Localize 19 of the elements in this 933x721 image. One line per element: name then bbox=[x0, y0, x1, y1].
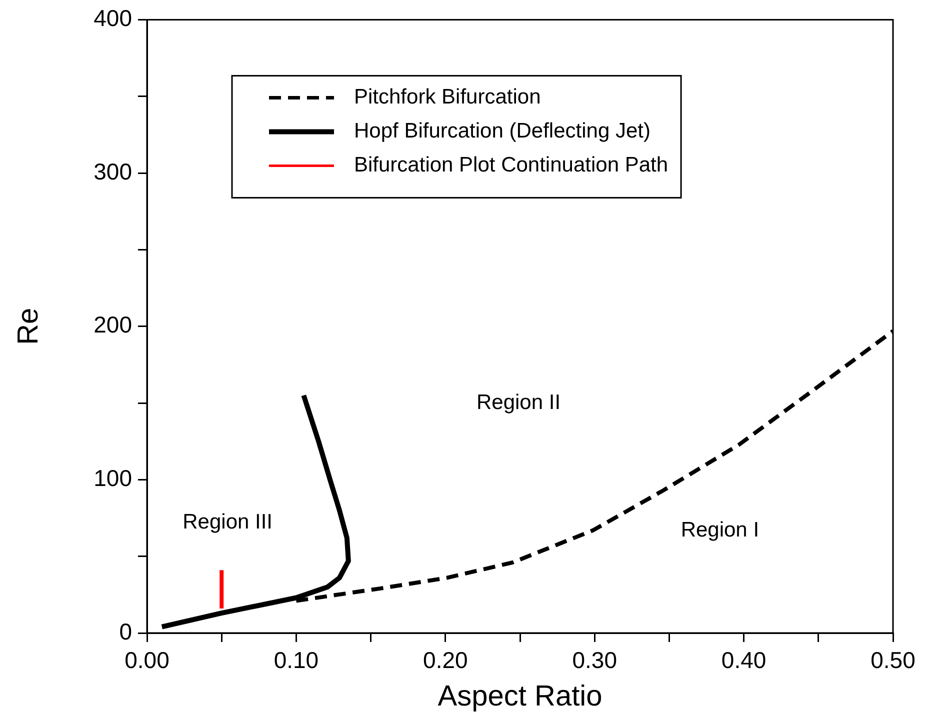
x-tick-label: 0.10 bbox=[274, 647, 319, 674]
annotation: Region II bbox=[476, 390, 561, 414]
legend-label: Bifurcation Plot Continuation Path bbox=[354, 154, 668, 177]
x-tick-label: 0.50 bbox=[870, 647, 916, 674]
annotation: Region I bbox=[680, 518, 760, 542]
y-tick-label: 0 bbox=[119, 618, 132, 644]
x-tick-label: 0.40 bbox=[721, 647, 766, 674]
x-tick-label: 0.20 bbox=[423, 647, 468, 674]
y-tick-label: 300 bbox=[94, 158, 132, 184]
y-tick-label: 200 bbox=[94, 312, 132, 338]
x-axis-title: Aspect Ratio bbox=[438, 680, 602, 713]
x-tick-label: 0.30 bbox=[572, 647, 617, 674]
y-tick-label: 400 bbox=[94, 5, 132, 32]
y-axis-title: Re bbox=[12, 308, 44, 345]
y-tick-label: 100 bbox=[94, 465, 132, 492]
annotation: Region III bbox=[182, 510, 273, 534]
legend-label: Hopf Bifurcation (Deflecting Jet) bbox=[354, 120, 650, 143]
legend-label: Pitchfork Bifurcation bbox=[354, 86, 541, 109]
x-tick-label: 0.00 bbox=[124, 647, 170, 674]
